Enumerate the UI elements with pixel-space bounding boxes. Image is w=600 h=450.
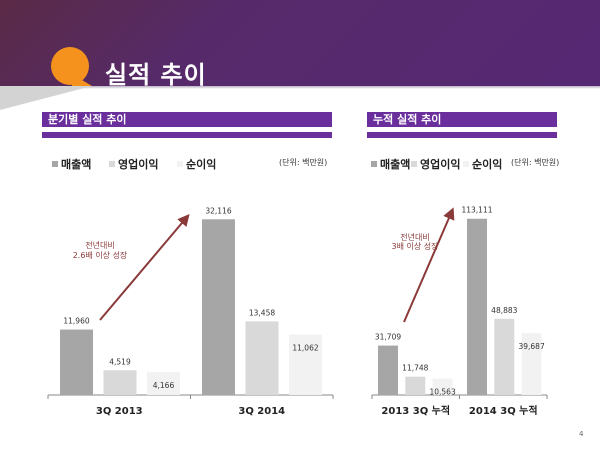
bar-매출액 bbox=[467, 218, 487, 395]
data-label: 113,111 bbox=[461, 206, 492, 215]
unit-label-quarterly: (단위: 백만원) bbox=[279, 158, 328, 167]
legend-swatch bbox=[371, 161, 377, 167]
legend-label: 매출액 bbox=[61, 158, 92, 171]
quarterly-bar-chart: 3Q 2013 11,960 4,519 4,166 3Q 2014 32,116 13,4… bbox=[47, 206, 334, 417]
growth-annotation: 전년대비 bbox=[400, 232, 429, 242]
legend-label: 영업이익 bbox=[420, 158, 461, 171]
growth-annotation: 전년대비 bbox=[85, 240, 114, 250]
speech-bubble-tail-icon bbox=[72, 74, 92, 86]
legend-label: 매출액 bbox=[380, 158, 411, 171]
decorative-wedge bbox=[0, 86, 92, 110]
data-label: 10,563 bbox=[429, 388, 455, 397]
bar-영업이익 bbox=[494, 318, 515, 395]
legend-cumulative: 매출액 영업이익 순이익 bbox=[371, 156, 502, 172]
legend-quarterly: 매출액 영업이익 순이익 bbox=[52, 156, 216, 172]
legend-swatch bbox=[411, 161, 417, 167]
section-header-quarterly: 분기별 실적 추이 bbox=[42, 112, 332, 127]
growth-arrow bbox=[99, 213, 190, 321]
bar-영업이익 bbox=[103, 370, 137, 395]
growth-annotation: 3배 이상 성장 bbox=[392, 241, 440, 251]
x-tick-label: 2013 3Q 누적 bbox=[381, 404, 450, 417]
section-header-cumulative: 누적 실적 추이 bbox=[367, 112, 557, 127]
page-number: 4 bbox=[579, 430, 584, 438]
data-label: 11,748 bbox=[402, 364, 428, 373]
bar-영업이익 bbox=[245, 321, 279, 395]
bar-순이익 bbox=[289, 334, 322, 395]
legend-item-revenue: 매출액 bbox=[52, 156, 109, 172]
legend-label: 순이익 bbox=[186, 158, 217, 171]
section-underline-quarterly bbox=[42, 132, 332, 138]
data-label: 11,960 bbox=[63, 317, 89, 326]
page-title: 실적 추이 bbox=[105, 61, 207, 89]
banner-shadow bbox=[0, 86, 600, 89]
legend-swatch bbox=[52, 161, 58, 167]
data-label: 31,709 bbox=[375, 333, 401, 342]
legend-swatch bbox=[177, 161, 183, 167]
legend-item-operating-profit: 영업이익 bbox=[411, 156, 463, 172]
x-tick-label: 3Q 2013 bbox=[96, 406, 143, 417]
legend-item-operating-profit: 영업이익 bbox=[109, 156, 177, 172]
bar-매출액 bbox=[378, 345, 398, 395]
x-tick-label: 2014 3Q 누적 bbox=[469, 404, 538, 417]
unit-label-cumulative: (단위: 백만원) bbox=[511, 158, 560, 167]
legend-item-revenue: 매출액 bbox=[371, 156, 411, 172]
data-label: 39,687 bbox=[518, 342, 544, 351]
section-underline-cumulative bbox=[367, 132, 557, 138]
legend-label: 영업이익 bbox=[118, 158, 159, 171]
legend-item-net-income: 순이익 bbox=[177, 156, 216, 172]
bar-순이익 bbox=[432, 378, 453, 395]
legend-swatch bbox=[109, 161, 115, 167]
title-banner bbox=[0, 0, 600, 86]
bar-매출액 bbox=[202, 219, 235, 395]
legend-label: 순이익 bbox=[472, 158, 503, 171]
legend-item-net-income: 순이익 bbox=[463, 156, 502, 172]
growth-arrow bbox=[403, 207, 455, 323]
data-label: 11,062 bbox=[292, 343, 318, 352]
bar-순이익 bbox=[521, 333, 542, 395]
x-tick-label: 3Q 2014 bbox=[238, 406, 285, 417]
bar-순이익 bbox=[147, 372, 180, 395]
bar-매출액 bbox=[60, 329, 93, 395]
cumulative-bar-chart: 2013 3Q 누적 31,709 11,748 10,563 2014 3Q 누적 11… bbox=[371, 206, 548, 417]
bar-영업이익 bbox=[405, 376, 426, 395]
data-label: 4,166 bbox=[153, 381, 175, 390]
growth-annotation: 2.6배 이상 성장 bbox=[73, 250, 128, 260]
legend-swatch bbox=[463, 161, 469, 167]
data-label: 4,519 bbox=[109, 357, 131, 366]
data-label: 32,116 bbox=[205, 206, 231, 215]
data-label: 13,458 bbox=[249, 308, 275, 317]
data-label: 48,883 bbox=[491, 306, 517, 315]
